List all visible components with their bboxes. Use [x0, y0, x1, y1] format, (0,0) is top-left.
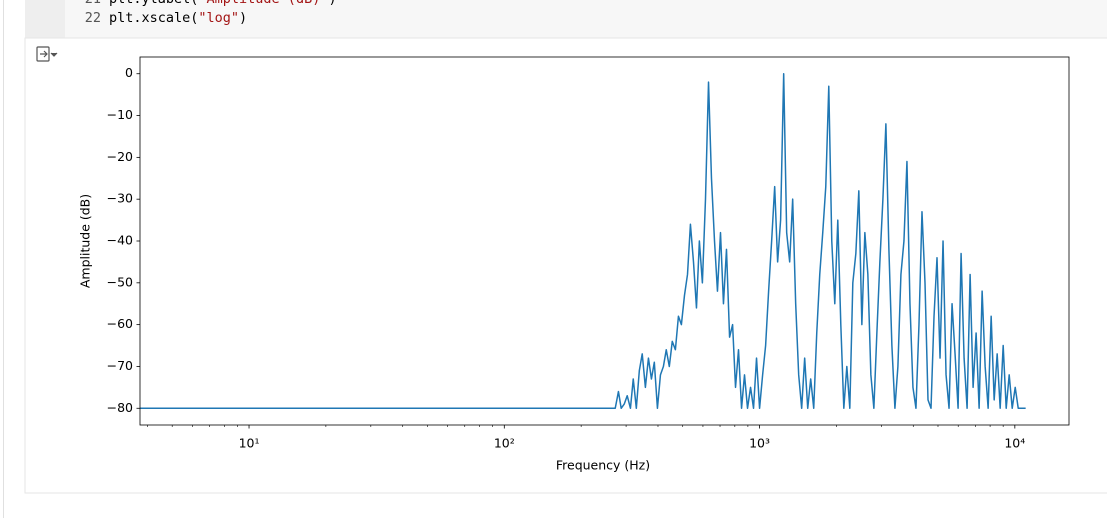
code-token: ) [239, 10, 247, 26]
y-tick-label: −70 [107, 358, 133, 373]
output-area [24, 37, 1107, 494]
y-tick-label: −10 [107, 107, 133, 122]
code-token: "log" [198, 10, 239, 26]
code-token: plt.xscale( [109, 10, 198, 26]
x-axis-label: Frequency (Hz) [556, 458, 650, 473]
y-tick-label: 0 [125, 65, 133, 80]
plot-lines [140, 72, 1026, 410]
spectrum-line [140, 72, 1026, 410]
code-line: plt.ylabel("Amplitude (dB)") [109, 0, 337, 7]
code-token: "Amplitude (dB)" [198, 0, 328, 7]
output-icon [36, 46, 58, 62]
y-tick-label: −20 [107, 149, 133, 164]
y-tick-label: −30 [107, 191, 133, 206]
line-number: 21 [85, 0, 101, 7]
code-token: ) [328, 0, 336, 7]
y-tick-label: −50 [107, 274, 133, 289]
code-lines: 21 plt.ylabel("Amplitude (dB)") 22 plt.xsca… [85, 0, 337, 26]
code-cell [25, 0, 1107, 38]
y-tick-label: −80 [107, 400, 133, 415]
plot-frame [139, 56, 1070, 426]
code-line: plt.xscale("log") [109, 10, 247, 26]
cell-gutter [25, 0, 65, 38]
line-number: 22 [85, 10, 101, 26]
x-tick-label: 10¹ [239, 436, 260, 451]
x-tick-label: 10² [494, 436, 515, 451]
y-tick-label: −60 [107, 316, 133, 331]
y-tick-label: −40 [107, 233, 133, 248]
x-tick-label: 10³ [749, 436, 770, 451]
y-axis-label: Amplitude (dB) [78, 194, 93, 288]
chart: Frequency (Hz) Amplitude (dB) 0 −10 −20 −30… [78, 56, 1070, 473]
x-tick-label: 10⁴ [1004, 436, 1025, 451]
code-token: plt.ylabel( [109, 0, 198, 7]
